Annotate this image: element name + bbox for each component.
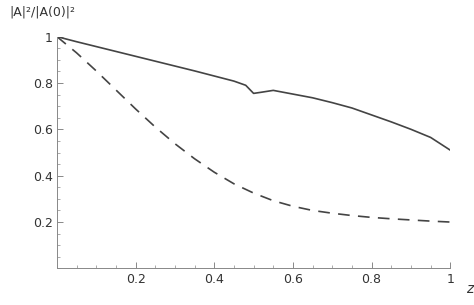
Text: |A|²/|A(0)|²: |A|²/|A(0)|² xyxy=(9,5,76,18)
Text: z: z xyxy=(466,282,473,296)
